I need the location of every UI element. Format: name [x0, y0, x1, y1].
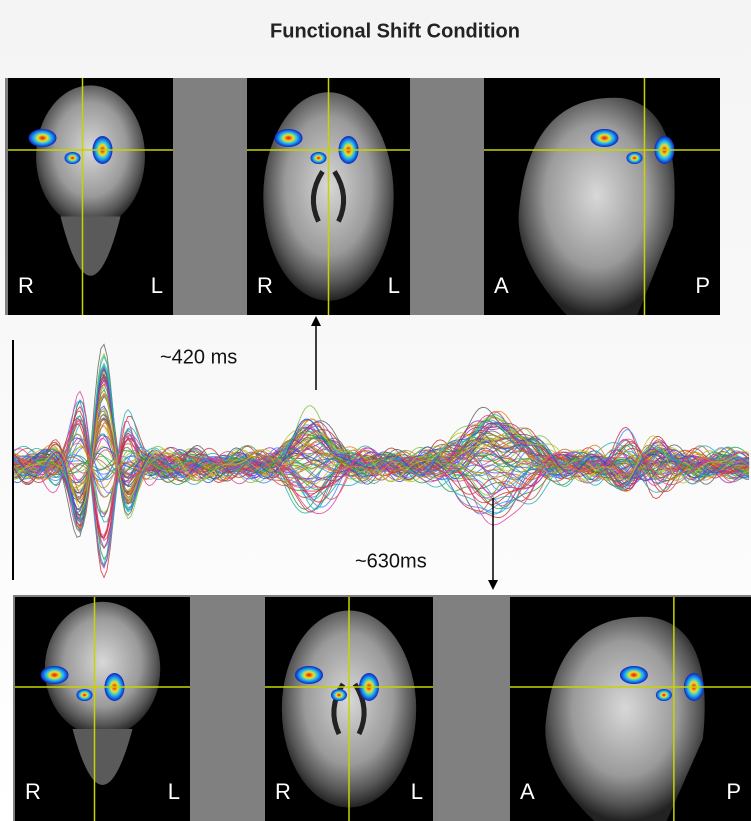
waveform: [13, 389, 750, 517]
activation: [295, 666, 323, 684]
waveform: [13, 382, 750, 529]
activation: [619, 666, 648, 684]
activation: [64, 152, 81, 164]
activation: [274, 129, 303, 147]
arrow-head: [488, 580, 498, 590]
neck: [72, 729, 133, 785]
ventricle: [331, 682, 367, 736]
activation: [40, 666, 69, 684]
head: [545, 616, 705, 821]
waveforms: [13, 343, 750, 579]
activation: [76, 689, 93, 701]
orientation-label: P: [695, 273, 710, 298]
waveform: [13, 364, 750, 523]
orientation-label: R: [18, 273, 34, 298]
orientation-label: P: [726, 779, 741, 804]
waveform: [13, 422, 750, 496]
waveform: [13, 417, 750, 540]
activation: [655, 689, 672, 701]
waveform: [13, 375, 750, 522]
activation: [626, 152, 643, 164]
activation: [590, 129, 619, 147]
brain: [44, 601, 161, 737]
orientation-label: L: [168, 779, 180, 804]
figure-title: Functional Shift Condition: [270, 20, 520, 42]
orientation-label: L: [151, 273, 163, 298]
ventricle: [310, 170, 347, 223]
activation: [331, 689, 347, 701]
orientation-label: R: [25, 779, 41, 804]
arrow-head: [311, 316, 321, 326]
activation: [310, 152, 327, 164]
waveform: [13, 433, 750, 514]
orientation-label: A: [494, 273, 509, 298]
neck: [60, 216, 121, 276]
orientation-label: R: [275, 779, 291, 804]
annotation: ~630ms: [355, 550, 427, 572]
waveform: [13, 390, 750, 570]
brain: [36, 85, 145, 228]
annotation: ~420 ms: [160, 346, 237, 368]
orientation-label: A: [520, 779, 535, 804]
orientation-label: L: [388, 273, 400, 298]
waveform: [13, 394, 750, 510]
activation: [28, 129, 57, 147]
orientation-label: L: [411, 779, 423, 804]
orientation-label: R: [257, 273, 273, 298]
waveform: [13, 410, 750, 549]
waveform: [13, 442, 750, 489]
